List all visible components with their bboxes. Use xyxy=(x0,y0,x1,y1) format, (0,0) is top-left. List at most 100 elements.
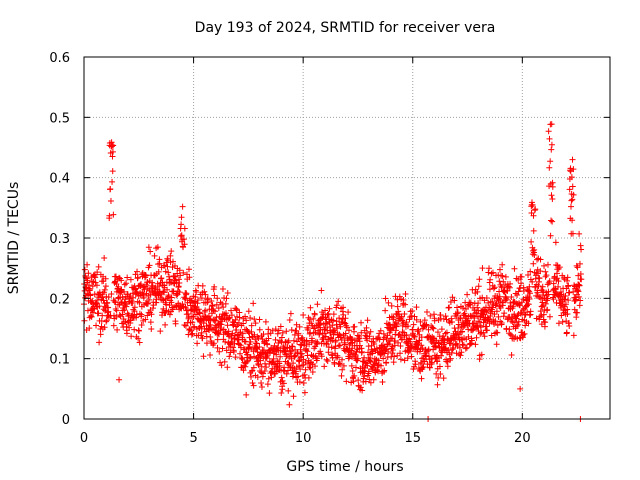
data-point xyxy=(366,333,373,340)
data-point xyxy=(226,353,233,360)
data-point xyxy=(483,294,490,301)
data-point xyxy=(526,295,533,302)
data-point xyxy=(288,326,295,333)
data-point xyxy=(245,345,252,352)
data-point xyxy=(546,313,553,320)
data-point xyxy=(328,344,335,351)
data-point xyxy=(220,304,227,311)
data-point xyxy=(164,286,171,293)
data-point xyxy=(172,320,179,327)
chart-title: Day 193 of 2024, SRMTID for receiver ver… xyxy=(195,20,496,36)
data-point xyxy=(122,300,129,307)
data-point xyxy=(499,272,506,279)
data-point xyxy=(576,230,583,237)
data-point xyxy=(102,283,109,290)
data-point xyxy=(429,324,436,331)
data-point xyxy=(101,286,108,293)
data-point xyxy=(192,293,199,300)
data-point xyxy=(548,121,555,128)
data-point xyxy=(392,319,399,326)
data-point xyxy=(221,358,228,365)
data-point xyxy=(475,283,482,290)
data-point xyxy=(102,275,109,282)
data-point xyxy=(276,362,283,369)
data-point xyxy=(161,262,168,269)
data-point xyxy=(463,305,470,312)
data-point xyxy=(380,330,387,337)
data-point xyxy=(385,299,392,306)
data-point xyxy=(486,265,493,272)
data-point xyxy=(112,273,119,280)
data-point xyxy=(435,374,442,381)
data-point xyxy=(197,316,204,323)
data-point xyxy=(214,336,221,343)
data-point xyxy=(155,261,162,268)
data-point xyxy=(137,281,144,288)
x-tick-label: 15 xyxy=(404,431,421,446)
data-point xyxy=(160,288,167,295)
data-point xyxy=(447,355,454,362)
data-point xyxy=(448,315,455,322)
data-point xyxy=(277,347,284,354)
data-point xyxy=(142,316,149,323)
data-point xyxy=(576,282,583,289)
data-point xyxy=(377,327,384,334)
data-point xyxy=(286,316,293,323)
data-point xyxy=(128,333,135,340)
data-point xyxy=(204,295,211,302)
data-point xyxy=(349,367,356,374)
data-point xyxy=(400,297,407,304)
data-point xyxy=(172,273,179,280)
data-point xyxy=(121,288,128,295)
data-point xyxy=(472,341,479,348)
data-point xyxy=(476,319,483,326)
data-point xyxy=(272,326,279,333)
data-point xyxy=(212,308,219,315)
data-point xyxy=(498,319,505,326)
data-point xyxy=(336,342,343,349)
data-point xyxy=(134,274,141,281)
data-point xyxy=(409,307,416,314)
data-point xyxy=(87,312,94,319)
data-point xyxy=(241,359,248,366)
data-point xyxy=(462,312,469,319)
data-point xyxy=(421,317,428,324)
data-point xyxy=(529,202,536,209)
data-point xyxy=(464,317,471,324)
data-point xyxy=(305,374,312,381)
data-point xyxy=(471,315,478,322)
data-point xyxy=(529,278,536,285)
data-point xyxy=(323,356,330,363)
data-point xyxy=(205,313,212,320)
data-point xyxy=(224,322,231,329)
data-point xyxy=(96,303,103,310)
data-point xyxy=(568,197,575,204)
data-point xyxy=(233,313,240,320)
data-point xyxy=(438,326,445,333)
data-point xyxy=(243,391,250,398)
data-point xyxy=(555,278,562,285)
data-point xyxy=(322,307,329,314)
data-point xyxy=(198,295,205,302)
data-point xyxy=(517,310,524,317)
data-point xyxy=(534,289,541,296)
data-point xyxy=(309,368,316,375)
data-point xyxy=(292,368,299,375)
data-point xyxy=(219,345,226,352)
data-point xyxy=(87,292,94,299)
data-point xyxy=(165,293,172,300)
data-point xyxy=(397,342,404,349)
data-point xyxy=(162,310,169,317)
data-point xyxy=(561,296,568,303)
data-point xyxy=(555,283,562,290)
data-point xyxy=(450,345,457,352)
data-point xyxy=(542,319,549,326)
data-point xyxy=(515,318,522,325)
data-point xyxy=(521,330,528,337)
data-point xyxy=(563,329,570,336)
data-point xyxy=(156,260,163,267)
data-point xyxy=(540,302,547,309)
data-point xyxy=(417,318,424,325)
data-point xyxy=(230,348,237,355)
data-point xyxy=(248,328,255,335)
